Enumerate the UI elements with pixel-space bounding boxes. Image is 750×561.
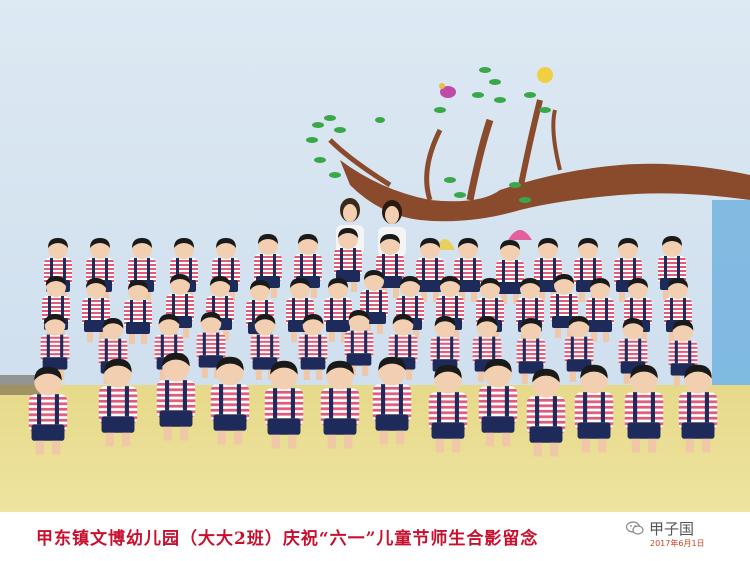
photo-caption: 甲东镇文博幼儿园（大大2班）庆祝“六一”儿童节师生合影留念 xyxy=(36,529,539,549)
watermark: 甲子国 xyxy=(626,516,694,540)
photo-date: 2017年6月1日 xyxy=(650,539,705,548)
wechat-icon xyxy=(626,521,644,535)
class-photo xyxy=(0,0,750,512)
watermark-text: 甲子国 xyxy=(649,519,695,538)
tree-mural xyxy=(306,67,750,250)
caption-bar: 甲东镇文博幼儿园（大大2班）庆祝“六一”儿童节师生合影留念 xyxy=(0,512,750,561)
